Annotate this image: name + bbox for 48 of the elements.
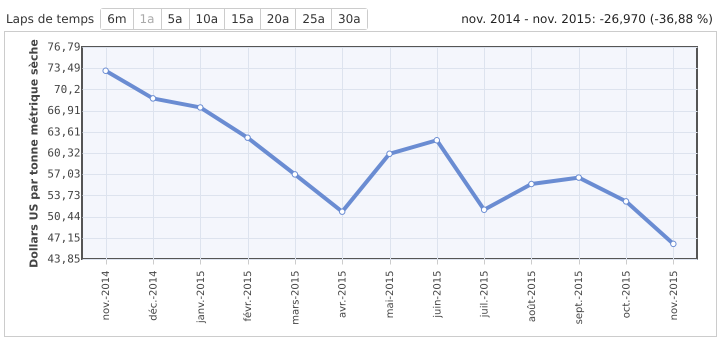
point bbox=[480, 206, 488, 213]
point bbox=[575, 174, 582, 181]
text: 10a bbox=[188, 9, 224, 29]
y-axis-title: Dollars US par tonne métrique sèche bbox=[27, 39, 40, 268]
text: 5a bbox=[160, 9, 189, 29]
x-tick-label: août-2015 bbox=[526, 270, 538, 322]
y-tick-label: 47,15 bbox=[47, 231, 80, 244]
point bbox=[102, 68, 109, 74]
point bbox=[528, 180, 535, 188]
text: 30a bbox=[331, 9, 367, 29]
y-tick-label: 60,32 bbox=[47, 146, 80, 160]
x-tick-label: juil.-2015 bbox=[480, 270, 491, 318]
y-tick-label: 66,91 bbox=[47, 104, 80, 118]
point bbox=[386, 150, 393, 158]
text: Laps de temps bbox=[6, 12, 94, 26]
y-tick-label: 53,73 bbox=[47, 188, 80, 202]
y-tick-label: 50,44 bbox=[47, 210, 81, 224]
x-tick-label: oct.-2015 bbox=[622, 270, 633, 318]
point bbox=[197, 104, 204, 111]
x-tick-label: nov.-2015 bbox=[668, 270, 680, 320]
point bbox=[434, 137, 440, 144]
y-tick-label: 43,85 bbox=[47, 252, 80, 266]
y-tick-label: 63,61 bbox=[47, 125, 80, 138]
point bbox=[244, 134, 251, 141]
x-tick-label: janv.-2015 bbox=[196, 270, 207, 324]
x-tick-label: mars-2015 bbox=[290, 270, 302, 325]
text: 25a bbox=[295, 9, 332, 29]
text: 20a bbox=[260, 9, 296, 29]
text: 1a bbox=[132, 9, 161, 29]
point bbox=[622, 198, 630, 205]
y-tick-label: 70,2 bbox=[54, 82, 80, 96]
x-tick-label: févr.-2015 bbox=[243, 270, 254, 322]
point bbox=[338, 208, 346, 215]
text: 6m bbox=[101, 9, 133, 29]
x-tick-label: avr.-2015 bbox=[338, 270, 349, 318]
text: nov. 2014 - nov. 2015: -26,970 (-36,88 %) bbox=[461, 12, 713, 26]
point bbox=[150, 95, 156, 102]
point bbox=[292, 171, 298, 178]
y-tick-label: 57,03 bbox=[47, 168, 80, 181]
x-tick-label: sept.-2015 bbox=[574, 270, 586, 324]
x-tick-label: nov.-2014 bbox=[101, 270, 112, 320]
y-tick-label: 76,79 bbox=[47, 40, 80, 54]
y-tick-label: 73,49 bbox=[47, 62, 80, 75]
x-tick-label: déc.-2014 bbox=[148, 270, 160, 321]
point bbox=[670, 240, 677, 248]
x-tick-label: juin-2015 bbox=[432, 270, 444, 319]
text: 15a bbox=[224, 9, 260, 29]
x-tick-label: mai-2015 bbox=[385, 270, 396, 318]
